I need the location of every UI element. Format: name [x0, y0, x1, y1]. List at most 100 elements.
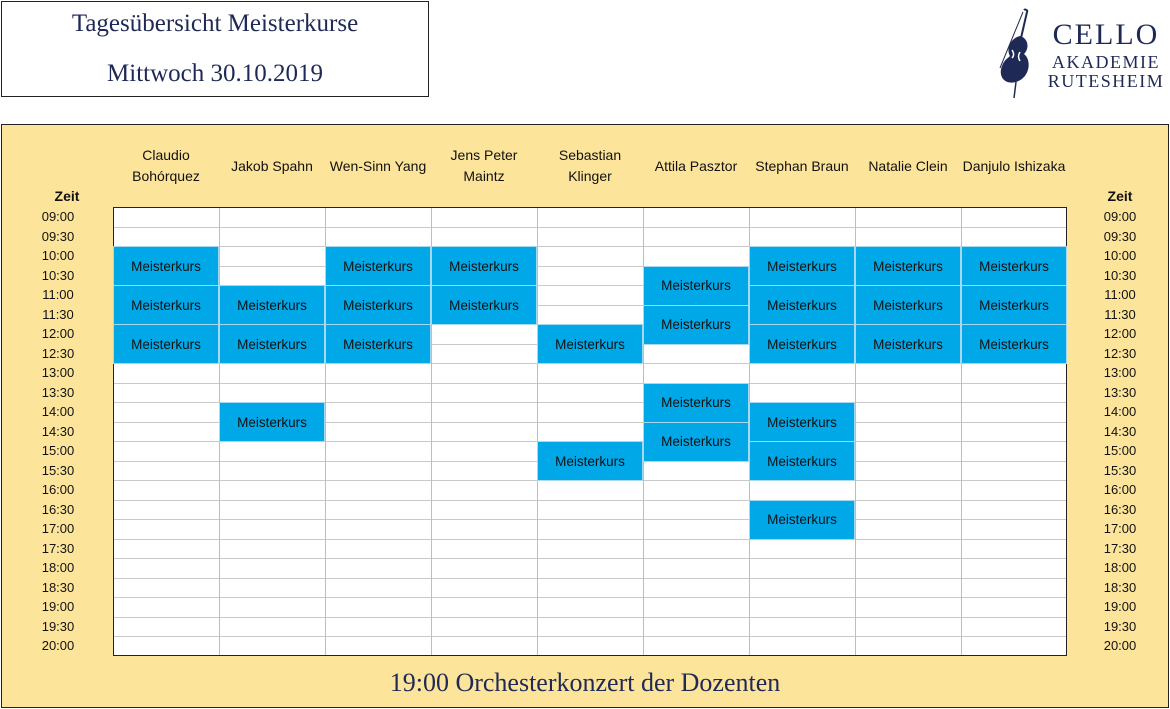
meisterkurs-block[interactable]: Meisterkurs: [855, 285, 961, 325]
meisterkurs-block[interactable]: Meisterkurs: [749, 441, 855, 481]
meisterkurs-block[interactable]: Meisterkurs: [325, 285, 431, 325]
time-label-left: 13:30: [41, 384, 75, 400]
logo-line-cello: CELLO: [1052, 18, 1160, 51]
meisterkurs-block[interactable]: Meisterkurs: [961, 285, 1067, 325]
schedule-grid: Meisterkurs Meisterkurs Meisterkurs Meister…: [113, 207, 1067, 656]
grid-col-line: [855, 208, 856, 655]
time-label-right: 17:00: [1103, 521, 1137, 536]
meisterkurs-block[interactable]: Meisterkurs: [643, 421, 749, 462]
grid-row-line: [114, 558, 1066, 559]
meisterkurs-block[interactable]: Meisterkurs: [219, 324, 325, 364]
meisterkurs-block[interactable]: Meisterkurs: [113, 285, 219, 325]
grid-row-line: [114, 636, 1066, 637]
page-title: Tagesübersicht Meisterkurse: [71, 10, 359, 37]
meisterkurs-block[interactable]: Meisterkurs: [219, 285, 325, 325]
time-label-left: 16:00: [41, 482, 75, 497]
meisterkurs-block[interactable]: Meisterkurs: [643, 304, 749, 345]
meisterkurs-block[interactable]: Meisterkurs: [113, 324, 219, 364]
meisterkurs-block[interactable]: Meisterkurs: [325, 246, 431, 286]
meisterkurs-block[interactable]: Meisterkurs: [855, 246, 961, 286]
meisterkurs-block[interactable]: Meisterkurs: [431, 246, 537, 286]
time-label-left: 12:00: [41, 326, 75, 341]
grid-row-line: [114, 538, 1066, 540]
time-label-right: 14:00: [1103, 404, 1137, 419]
time-label-left: 09:30: [41, 228, 75, 244]
time-label-left: 14:00: [41, 404, 75, 419]
time-label-left: 09:00: [41, 209, 75, 224]
time-label-right: 15:30: [1103, 462, 1137, 478]
time-label-right: 12:30: [1103, 345, 1137, 361]
time-label-left: 11:30: [42, 306, 74, 322]
time-label-left: 10:30: [41, 267, 75, 283]
meisterkurs-block[interactable]: Meisterkurs: [219, 402, 325, 442]
time-label-left: 19:30: [41, 618, 75, 634]
time-label-left: 10:00: [41, 248, 75, 263]
meisterkurs-block[interactable]: Meisterkurs: [855, 324, 961, 364]
time-label-right: 13:00: [1103, 365, 1137, 380]
time-label-left: 18:30: [41, 579, 75, 595]
time-label-right: 15:00: [1103, 443, 1137, 458]
grid-row-line: [114, 616, 1066, 618]
time-label-right: 11:00: [1104, 287, 1136, 302]
grid-row-line: [114, 246, 1066, 247]
meisterkurs-block[interactable]: Meisterkurs: [749, 402, 855, 442]
zeit-label-left: Zeit: [54, 188, 80, 204]
time-label-left: 17:00: [41, 521, 75, 536]
teacher-header: Danjulo Ishizaka: [962, 157, 1066, 174]
time-label-right: 10:00: [1103, 248, 1137, 263]
time-label-right: 18:00: [1103, 560, 1137, 575]
time-label-left: 16:30: [41, 501, 75, 517]
meisterkurs-block[interactable]: Meisterkurs: [431, 285, 537, 325]
time-label-right: 14:30: [1103, 423, 1137, 439]
meisterkurs-block[interactable]: Meisterkurs: [749, 324, 855, 364]
teacher-header: Wen-Sinn Yang: [329, 157, 427, 174]
grid-col-line: [325, 208, 326, 655]
time-label-right: 16:30: [1103, 501, 1137, 517]
teacher-header: Jakob Spahn: [231, 157, 313, 174]
teacher-header: Stephan Braun: [755, 157, 849, 174]
time-label-right: 17:30: [1103, 540, 1137, 556]
footer-note: 19:00 Orchesterkonzert der Dozenten: [389, 668, 781, 697]
time-label-right: 16:00: [1103, 482, 1137, 497]
grid-row-line: [114, 519, 1066, 520]
meisterkurs-block[interactable]: Meisterkurs: [749, 246, 855, 286]
time-label-left: 15:00: [41, 443, 75, 458]
grid-row-line: [114, 265, 1066, 267]
time-label-right: 19:30: [1103, 618, 1137, 634]
grid-col-line: [961, 208, 962, 655]
grid-row-line: [114, 402, 1066, 403]
meisterkurs-block[interactable]: Meisterkurs: [643, 382, 749, 423]
time-label-right: 13:30: [1103, 384, 1137, 400]
teacher-header: Natalie Clein: [868, 157, 948, 174]
time-label-right: 19:00: [1103, 599, 1137, 614]
time-label-right: 09:30: [1103, 228, 1137, 244]
time-label-right: 11:30: [1104, 306, 1136, 322]
meisterkurs-block[interactable]: Meisterkurs: [961, 324, 1067, 364]
time-label-right: 10:30: [1103, 267, 1137, 283]
meisterkurs-block[interactable]: Meisterkurs: [643, 265, 749, 306]
meisterkurs-block[interactable]: Meisterkurs: [113, 246, 219, 286]
meisterkurs-block[interactable]: Meisterkurs: [325, 324, 431, 364]
time-label-left: 17:30: [41, 540, 75, 556]
meisterkurs-block[interactable]: Meisterkurs: [749, 499, 855, 540]
meisterkurs-block[interactable]: Meisterkurs: [537, 441, 643, 481]
meisterkurs-block[interactable]: Meisterkurs: [961, 246, 1067, 286]
meisterkurs-block[interactable]: Meisterkurs: [537, 324, 643, 364]
academy-logo: CELLO AKADEMIE RUTESHEIM: [990, 6, 1168, 100]
time-label-left: 20:00: [41, 638, 75, 653]
grid-row-line: [114, 382, 1066, 384]
cello-icon: [999, 8, 1029, 99]
page-date: Mittwoch 30.10.2019: [107, 60, 323, 87]
grid-row-line: [114, 597, 1066, 598]
time-label-left: 11:00: [42, 287, 74, 302]
time-label-right: 09:00: [1103, 209, 1137, 224]
time-label-left: 18:00: [41, 560, 75, 575]
time-label-right: 18:30: [1103, 579, 1137, 595]
schedule-panel: Claudio Bohórquez Jakob Spahn Wen-Sinn Yan…: [1, 124, 1169, 708]
time-label-left: 12:30: [41, 345, 75, 361]
time-label-right: 20:00: [1103, 638, 1137, 653]
teacher-header: Attila Pasztor: [654, 157, 738, 174]
logo-line-akademie: AKADEMIE: [1052, 52, 1160, 72]
meisterkurs-block[interactable]: Meisterkurs: [749, 285, 855, 325]
time-label-left: 15:30: [41, 462, 75, 478]
